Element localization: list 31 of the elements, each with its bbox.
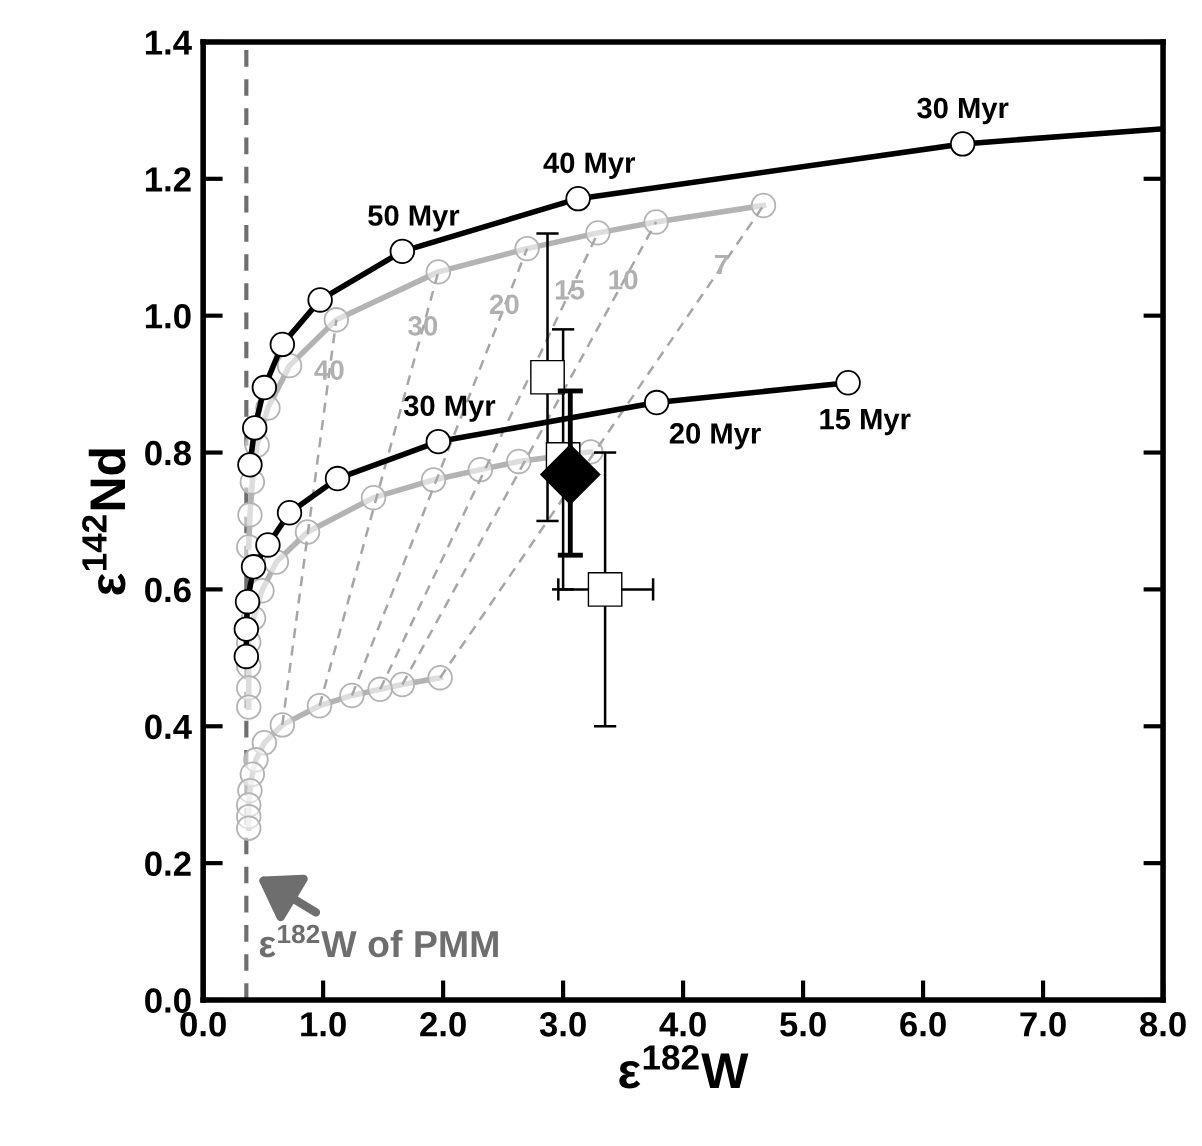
y-tick-label: 0.8 — [145, 440, 191, 466]
x-tick-label: 7.0 — [1020, 1012, 1066, 1037]
annotation: 15 Myr — [820, 409, 911, 436]
annotation: 30 Myr — [403, 395, 496, 422]
y-axis-title: ε$^{142}$Nd — [82, 449, 126, 595]
x-tick-label: 0.0 — [180, 1012, 226, 1037]
series-label: 40 — [314, 360, 344, 380]
annotation: 30 Myr — [917, 97, 1009, 125]
x-tick-label: 3.0 — [539, 1012, 586, 1037]
x-tick-label: 2.0 — [420, 1012, 466, 1037]
y-tick-label: 0.4 — [145, 714, 192, 740]
x-tick-label: 4.0 — [659, 1012, 706, 1037]
y-tick-label: 0.6 — [145, 577, 191, 603]
y-tick-label: 0.2 — [145, 851, 191, 877]
annotation: 40 Myr — [543, 152, 635, 179]
x-tick-label: 5.0 — [780, 1012, 826, 1037]
series-label: 10 — [609, 269, 638, 290]
annotation: 20 Myr — [669, 423, 761, 450]
y-tick-label: 1.2 — [145, 167, 191, 192]
x-tick-label: 6.0 — [900, 1012, 946, 1037]
ref-line-label: ε$^{182}$W of PMM — [259, 924, 498, 958]
y-tick-label: 0.0 — [145, 988, 191, 1013]
y-tick-label: 1.0 — [145, 304, 191, 329]
series-label: 7 — [714, 254, 728, 275]
y-tick-label: 1.4 — [145, 30, 192, 55]
x-tick-label: 1.0 — [301, 1012, 346, 1037]
series-label: 30 — [408, 316, 438, 336]
annotation: 50 Myr — [368, 205, 460, 232]
x-axis-title: ε$^{182}$W — [619, 1045, 749, 1089]
series-label: 20 — [489, 294, 519, 315]
x-tick-label: 8.0 — [1140, 1012, 1186, 1037]
